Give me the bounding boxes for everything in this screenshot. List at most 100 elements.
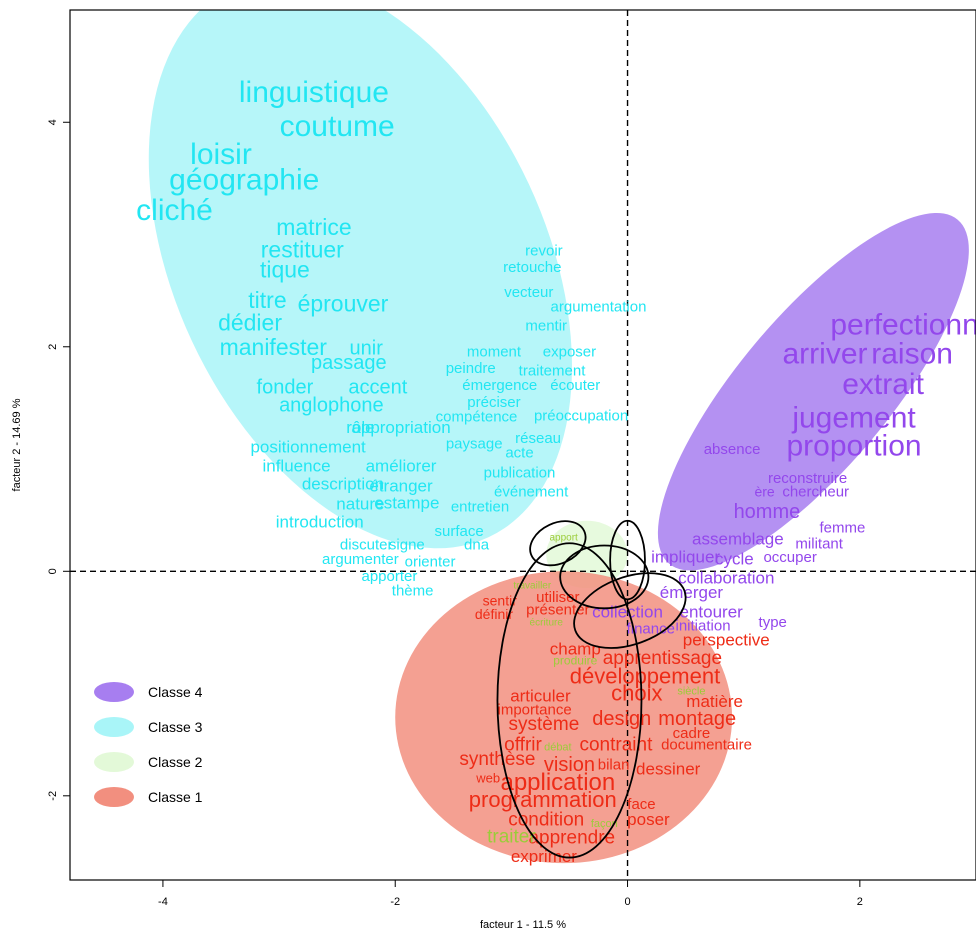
word-label: traiter — [487, 826, 536, 847]
word-label: matière — [686, 692, 743, 711]
legend-label: Classe 4 — [148, 684, 203, 700]
legend: Classe 4 Classe 3 Classe 2 Classe 1 — [94, 682, 203, 807]
class-region-classe-2 — [546, 520, 628, 589]
word-label: argumenter — [322, 551, 399, 568]
word-label: exposer — [543, 343, 596, 360]
word-label: face — [627, 796, 655, 813]
word-label: passage — [311, 352, 387, 374]
legend-swatch — [94, 682, 134, 702]
word-label: manifester — [220, 334, 328, 360]
word-label: événement — [494, 484, 569, 501]
word-label: rôle — [346, 418, 374, 437]
word-label: matrice — [276, 214, 351, 240]
word-label: apprendre — [528, 827, 615, 848]
word-label: entretien — [451, 498, 509, 515]
word-label: linguistique — [239, 76, 389, 109]
word-label: montage — [658, 708, 736, 730]
confidence-ellipse — [559, 544, 650, 610]
y-tick-label: 4 — [47, 119, 59, 125]
word-label: traitement — [519, 362, 587, 379]
word-label: acte — [505, 444, 533, 461]
word-label: influence — [262, 456, 330, 475]
word-label: système — [509, 714, 580, 735]
word-label: apporter — [361, 568, 417, 585]
word-label: moment — [467, 343, 522, 360]
word-label: discuter — [340, 536, 393, 553]
word-label: reconstruire — [768, 470, 847, 487]
word-label: homme — [734, 501, 801, 523]
word-label: préoccupation — [534, 407, 628, 424]
class-region-classe-4 — [657, 212, 969, 571]
word-label: cadre — [673, 725, 711, 742]
word-label: perfectionner — [830, 308, 976, 341]
word-label: compétence — [436, 408, 518, 425]
word-label: design — [592, 708, 651, 730]
x-tick-label: 2 — [857, 896, 863, 908]
word-label: améliorer — [366, 456, 437, 475]
word-label: façon — [591, 818, 618, 830]
word-label: apport — [549, 532, 578, 543]
word-label: titre — [248, 287, 286, 313]
word-label: assemblage — [692, 529, 784, 548]
word-label: vecteur — [504, 284, 553, 301]
word-label: écriture — [530, 618, 564, 629]
word-label: développement — [570, 664, 720, 689]
word-label: cliché — [136, 194, 213, 227]
word-label: finance — [627, 621, 675, 638]
x-tick-label: -4 — [158, 896, 168, 908]
x-axis-label: facteur 1 - 11.5 % — [480, 919, 566, 931]
word-label: positionnement — [250, 437, 366, 456]
word-label: collection — [592, 602, 663, 621]
word-label: vision — [544, 754, 595, 776]
word-label: réseau — [515, 430, 561, 447]
word-label: paysage — [446, 435, 503, 452]
word-label: perspective — [683, 630, 770, 649]
word-label: estampe — [374, 493, 439, 512]
word-label: web — [475, 770, 500, 785]
word-label: arriver — [782, 338, 867, 371]
word-label: absence — [704, 441, 761, 458]
word-label: raison — [871, 338, 953, 371]
word-label: argumentation — [551, 298, 647, 315]
word-label: extrait — [842, 368, 924, 401]
word-label: occuper — [763, 549, 816, 566]
word-label: éprouver — [298, 290, 389, 316]
word-label: collaboration — [678, 569, 774, 588]
word-label: nature — [336, 495, 384, 514]
word-label: poser — [627, 810, 670, 829]
word-label: géographie — [169, 164, 319, 197]
word-label: sentir — [483, 592, 518, 608]
word-label: utiliser — [536, 589, 579, 606]
word-label: jugement — [791, 402, 916, 435]
word-label: orienter — [405, 553, 456, 570]
word-label: surface — [435, 523, 484, 540]
word-label: articuler — [510, 687, 571, 706]
word-label: loisir — [190, 138, 252, 171]
word-label: bilan — [598, 756, 630, 773]
word-label: application — [500, 769, 615, 796]
word-label: femme — [820, 520, 866, 537]
legend-swatch — [94, 717, 134, 737]
word-label: synthèse — [459, 749, 535, 770]
word-label: ère — [754, 483, 774, 499]
word-label: définir — [475, 606, 513, 622]
word-label: tique — [260, 257, 310, 283]
legend-label: Classe 2 — [148, 754, 203, 770]
word-label: entourer — [680, 602, 744, 621]
word-label: documentaire — [661, 736, 752, 753]
word-label: anglophone — [279, 395, 384, 417]
word-label: thème — [392, 582, 434, 599]
legend-label: Classe 3 — [148, 719, 203, 735]
word-label: contraint — [579, 734, 653, 755]
word-label: choix — [611, 681, 662, 706]
x-tick-label: -2 — [390, 896, 400, 908]
word-label: dessiner — [636, 759, 701, 778]
word-label: proportion — [786, 430, 921, 463]
word-label: unir — [350, 337, 384, 359]
class-region-classe-1 — [395, 571, 733, 864]
word-label: signe — [389, 536, 425, 553]
word-label: émerger — [660, 583, 724, 602]
word-label: appropriation — [351, 418, 450, 437]
word-label: revoir — [525, 242, 563, 259]
